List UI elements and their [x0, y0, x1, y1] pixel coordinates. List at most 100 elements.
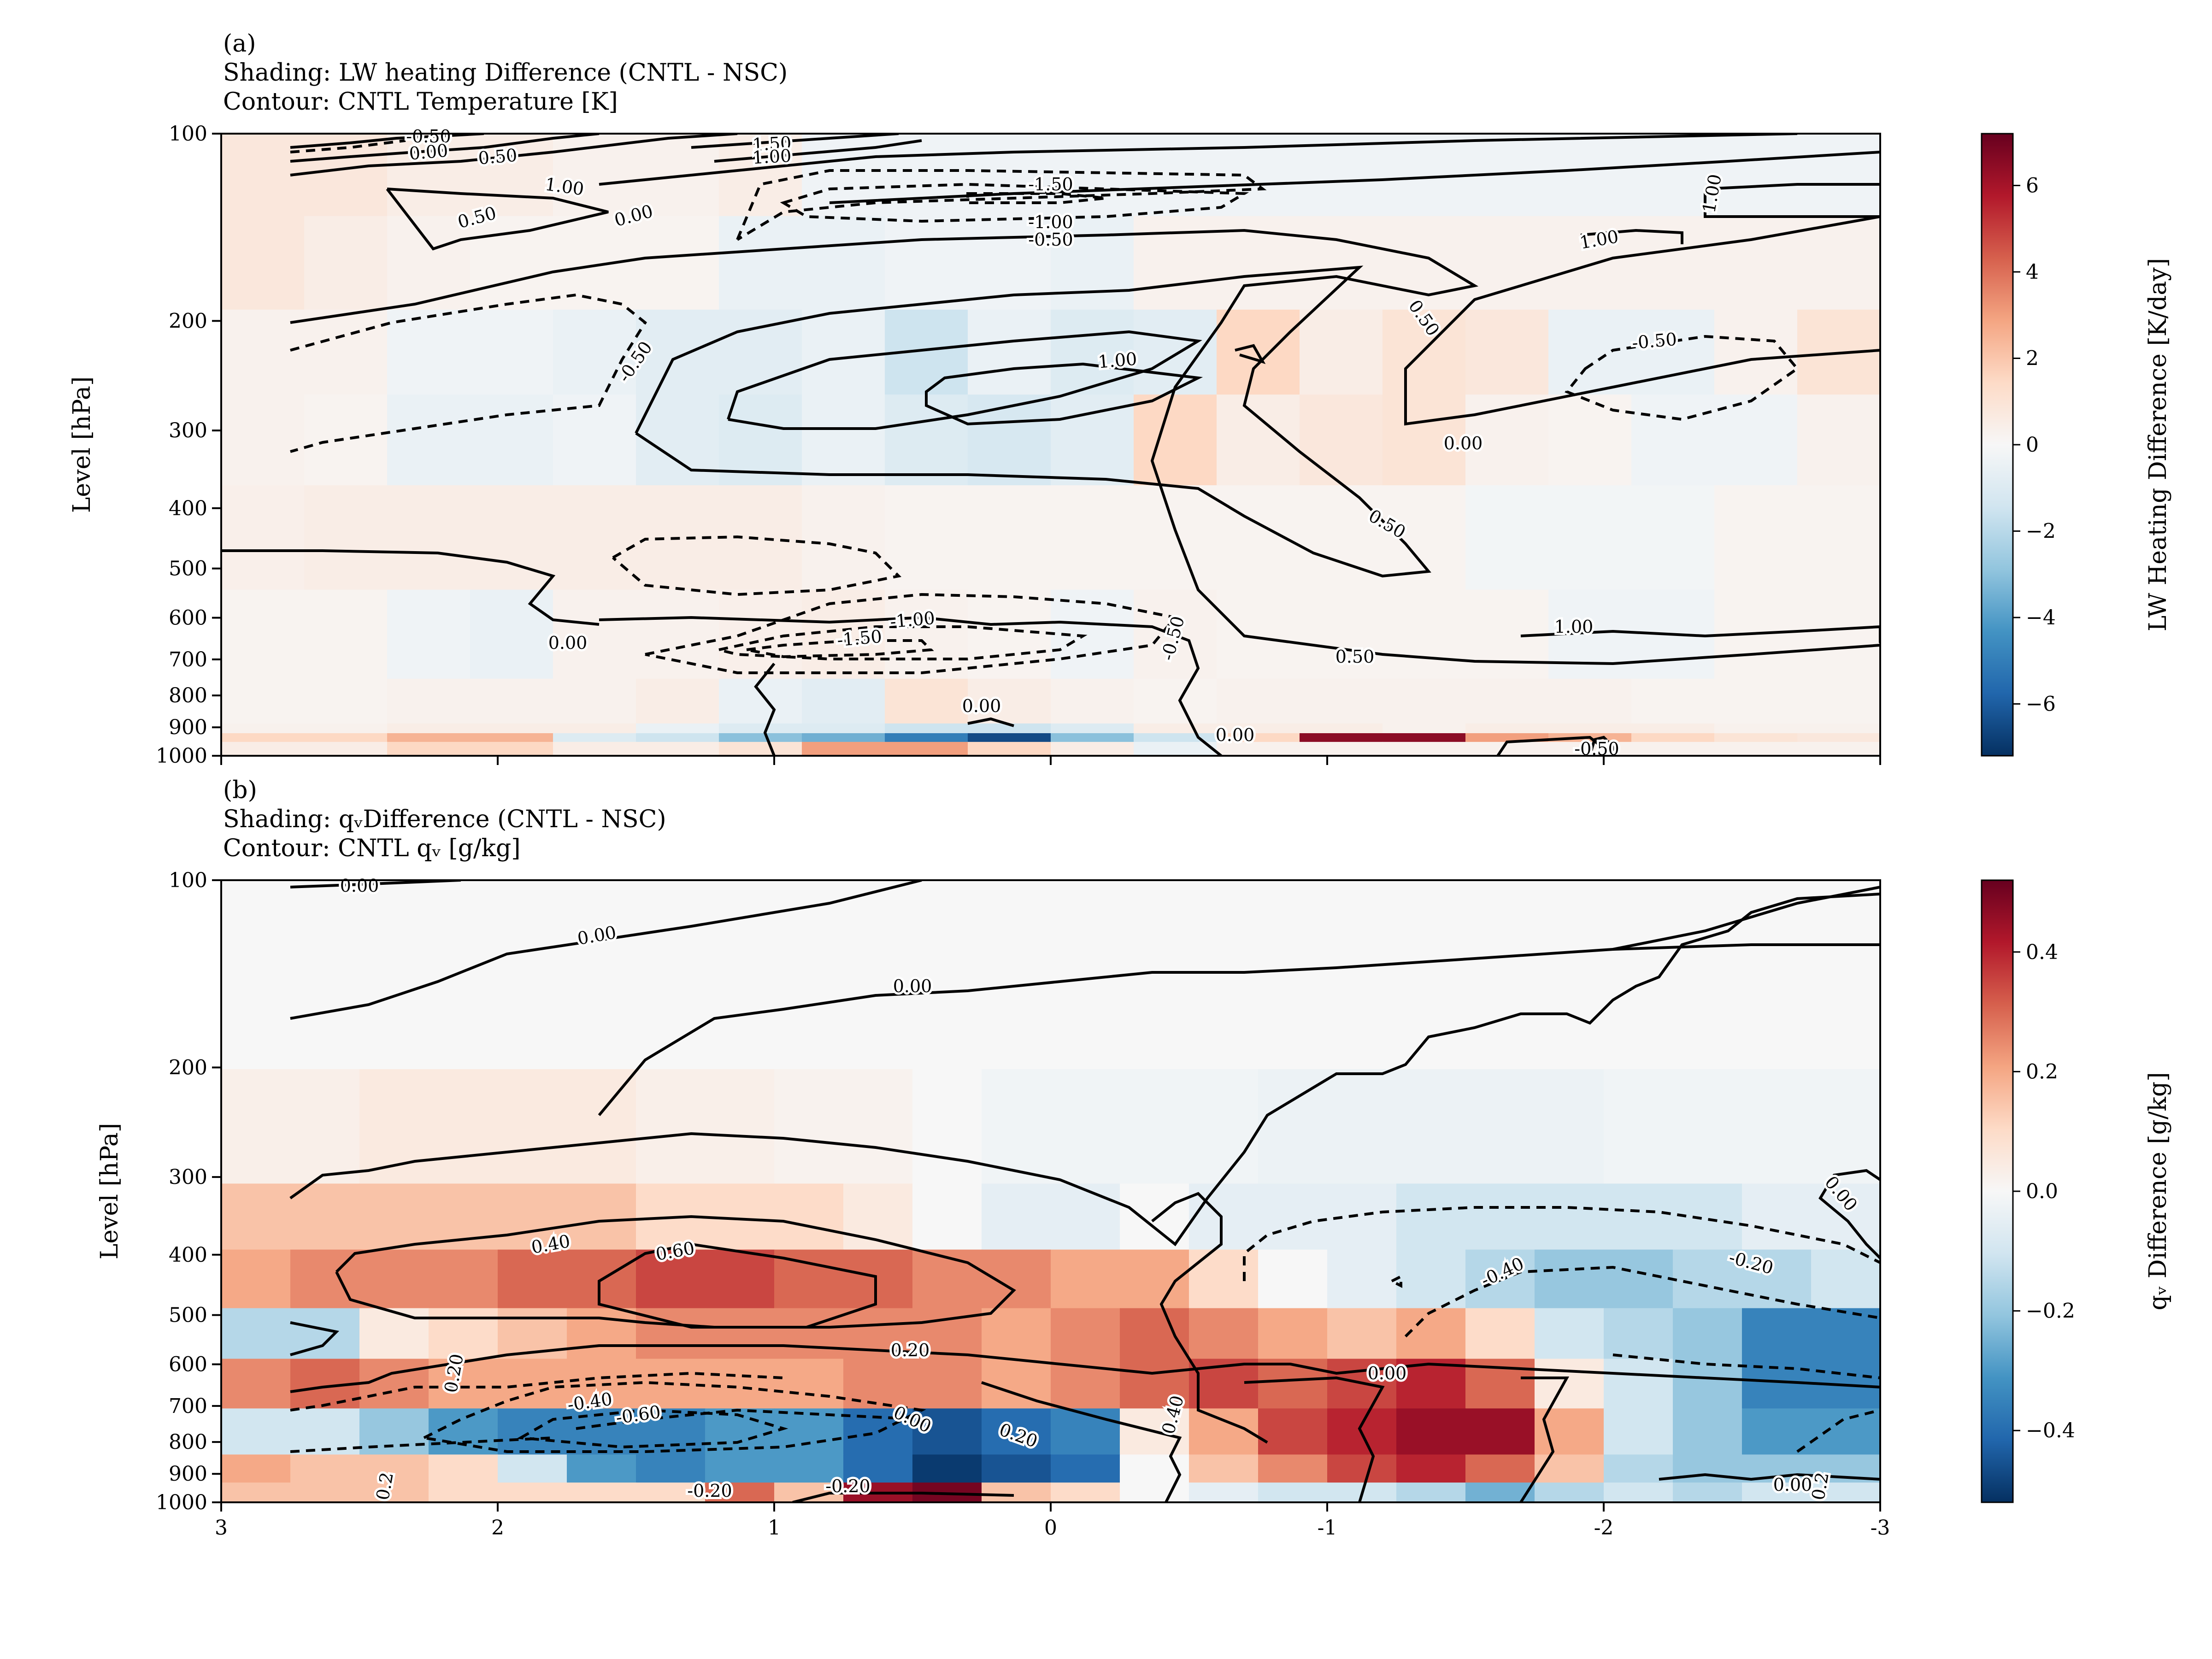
shading-cell — [1051, 1408, 1120, 1455]
shading-cell — [636, 1249, 706, 1309]
shading-cell — [553, 733, 636, 742]
shading-cell — [802, 741, 885, 756]
shading-cell — [304, 589, 388, 679]
contour-line — [289, 893, 1880, 1247]
contour-label: -1.00 — [889, 608, 936, 632]
shading-cell — [553, 678, 636, 724]
contour-line — [736, 169, 1267, 241]
shading-cell — [912, 1454, 982, 1483]
shading-cell — [387, 394, 471, 486]
shading-cell — [1396, 1183, 1466, 1250]
shading-cell — [567, 1183, 636, 1250]
contour-line — [290, 1344, 1880, 1393]
shading-cell — [1382, 733, 1466, 742]
contour-label: -1.50 — [1028, 174, 1073, 194]
shading-cell — [1217, 678, 1300, 724]
shading-cell — [429, 880, 498, 1070]
shading-cell — [498, 1408, 567, 1455]
shading-cell — [1535, 1069, 1604, 1184]
shading-cell — [912, 1183, 982, 1250]
y-tick-label: 1000 — [156, 1491, 207, 1514]
shading-cell — [1258, 1359, 1328, 1409]
shading-cell — [719, 678, 802, 724]
contour-line — [599, 616, 1222, 756]
shading-cell — [290, 1408, 360, 1455]
shading-cell — [1673, 1359, 1742, 1409]
contour-line — [1588, 735, 1619, 756]
contour-label: -1.50 — [836, 626, 883, 650]
shading-cell — [221, 1308, 291, 1359]
shading-cell — [843, 1359, 913, 1409]
shading-cell — [885, 216, 968, 310]
shading-cell — [1465, 485, 1549, 590]
shading-cell — [1673, 880, 1742, 1070]
shading-cell — [1217, 733, 1300, 742]
shading-cell — [1631, 741, 1715, 756]
shading-cell — [1797, 741, 1880, 756]
shading-cell — [1714, 394, 1798, 486]
shading-cell — [290, 1483, 360, 1502]
panel-b-ylabel: Level [hPa] — [96, 1123, 124, 1259]
shading-cell — [387, 134, 471, 217]
shading-cell — [1465, 678, 1549, 724]
shading-cell — [1382, 394, 1466, 486]
contour-label: 0.00 — [893, 976, 932, 996]
shading-cell — [774, 1359, 844, 1409]
shading-cell — [221, 1359, 291, 1409]
panel-a-ylabel: Level [hPa] — [68, 377, 96, 513]
contour-label: 0.00 — [1773, 1475, 1812, 1495]
shading-cell — [1396, 880, 1466, 1070]
shading-cell — [1714, 741, 1798, 756]
shading-cell — [429, 1454, 498, 1483]
shading-cell — [221, 1483, 291, 1502]
shading-cell — [1742, 1308, 1812, 1359]
shading-cell — [567, 1308, 636, 1359]
contour-label: -0.50 — [1631, 329, 1678, 353]
contour-label: 0.00 — [1216, 725, 1255, 745]
shading-cell — [1134, 485, 1217, 590]
shading-cell — [719, 216, 802, 310]
panel-a-y-axis: 100 200 300 400 500 600 700 800 900 1000 — [156, 122, 221, 768]
y-tick-label: 500 — [169, 557, 207, 581]
contour-line — [718, 625, 1088, 660]
shading-cell — [470, 394, 553, 486]
contour-label: 1.50 — [752, 133, 792, 155]
shading-cell — [1548, 216, 1632, 310]
shading-cell — [636, 589, 719, 679]
shading-cell — [719, 723, 802, 734]
shading-cell — [1742, 1183, 1812, 1250]
shading-cell — [470, 216, 553, 310]
shading-cell — [1051, 394, 1134, 486]
panel-a-x-axis — [220, 756, 1881, 765]
contour-line — [1612, 1353, 1880, 1379]
shading-cell — [802, 485, 885, 590]
shading-cell — [1673, 1069, 1742, 1184]
shading-cell — [429, 1308, 498, 1359]
shading-cell — [1742, 1408, 1812, 1455]
shading-cell — [705, 1454, 775, 1483]
shading-cell — [498, 1454, 567, 1483]
shading-cell — [1300, 216, 1383, 310]
shading-cell — [1217, 741, 1300, 756]
contour-line — [1496, 735, 1614, 756]
shading-cell — [1811, 1483, 1880, 1502]
contour-line — [335, 1215, 1016, 1329]
shading-cell — [1631, 485, 1715, 590]
y-tick-label: 800 — [169, 1430, 207, 1454]
shading-cell — [304, 485, 388, 590]
shading-cell — [1535, 1183, 1604, 1250]
shading-cell — [1327, 1454, 1397, 1483]
shading-cell — [1797, 723, 1880, 734]
shading-cell — [1051, 1069, 1120, 1184]
shading-cell — [1714, 678, 1798, 724]
shading-cell — [843, 880, 913, 1070]
panel-b-dashed-contours — [290, 1206, 1880, 1453]
colorbar-tick-label: −2 — [2026, 520, 2056, 543]
shading-cell — [1465, 723, 1549, 734]
shading-cell — [1535, 1249, 1604, 1309]
shading-cell — [982, 1483, 1051, 1502]
shading-cell — [221, 741, 305, 756]
shading-cell — [221, 678, 305, 724]
shading-cell — [705, 1069, 775, 1184]
shading-cell — [498, 1483, 567, 1502]
